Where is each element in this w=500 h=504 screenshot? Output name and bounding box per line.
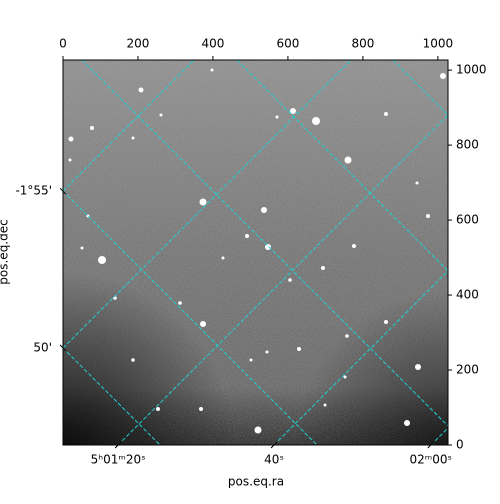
x-tick-label: 600 <box>276 37 299 51</box>
x-axis-label: pos.eq.ra <box>228 475 284 489</box>
ra-tick-label: 40ˢ <box>264 453 284 467</box>
y-tick-label: 800 <box>456 138 479 152</box>
dec-tick <box>59 344 67 352</box>
sky-image <box>63 60 448 445</box>
y-tick-label: 600 <box>456 213 479 227</box>
y-tick-label: 0 <box>456 438 464 452</box>
dec-tick-label: 50' <box>33 340 52 354</box>
ra-tick <box>270 441 278 449</box>
x-tick-label: 400 <box>201 37 224 51</box>
x-tick-label: 800 <box>351 37 374 51</box>
y-axis-label: pos.eq.dec <box>0 219 11 284</box>
axes-frame <box>62 59 449 446</box>
coordinate-grid <box>63 60 448 445</box>
ra-tick <box>427 441 435 449</box>
x-tick-label: 0 <box>59 37 67 51</box>
ra-tick-label: 02ᵐ00ˢ <box>410 453 453 467</box>
dec-tick-label: -1°55' <box>15 184 52 198</box>
ra-tick <box>114 441 122 449</box>
y-tick-label: 200 <box>456 363 479 377</box>
y-tick-label: 1000 <box>456 63 487 77</box>
x-tick-label: 1000 <box>423 37 454 51</box>
y-tick-label: 400 <box>456 288 479 302</box>
x-tick-label: 200 <box>127 37 150 51</box>
dec-tick <box>59 187 67 195</box>
ra-tick-label: 5ʰ01ᵐ20ˢ <box>91 453 146 467</box>
